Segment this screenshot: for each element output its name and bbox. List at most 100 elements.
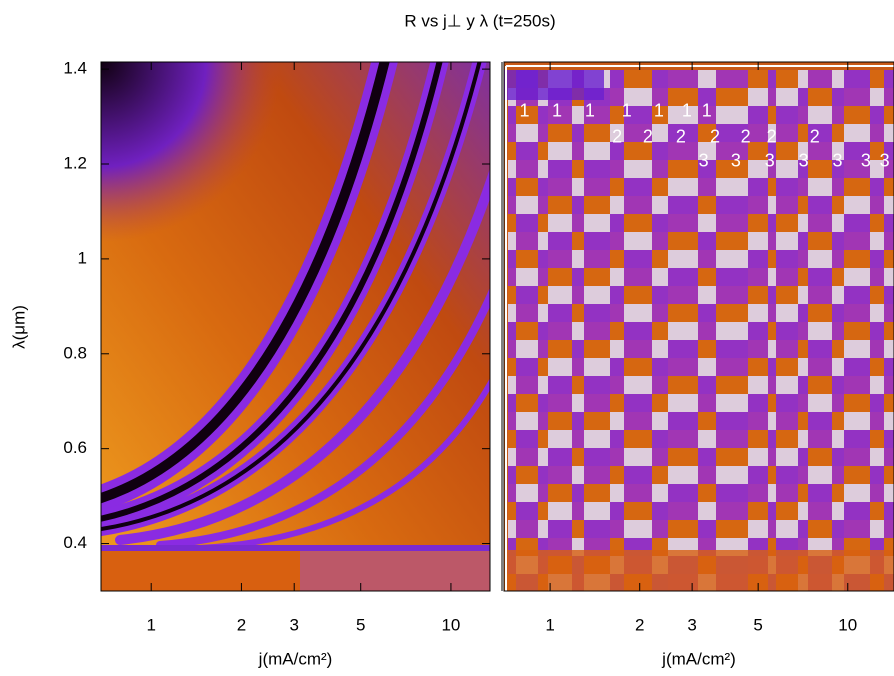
heatmap-cell xyxy=(748,160,768,178)
heatmap-cell xyxy=(548,322,572,340)
heatmap-cell xyxy=(716,178,748,196)
heatmap-cell xyxy=(698,502,716,520)
heatmap-cell xyxy=(798,466,808,484)
heatmap-cell xyxy=(870,412,884,430)
heatmap-cell xyxy=(610,502,624,520)
heatmap-cell xyxy=(572,268,584,286)
heatmap-cell xyxy=(768,484,776,502)
heatmap-cell xyxy=(584,160,610,178)
heatmap-cell xyxy=(516,268,538,286)
heatmap-cell xyxy=(624,322,652,340)
heatmap-cell xyxy=(516,106,538,124)
heatmap-cell xyxy=(748,340,768,358)
heatmap-cell xyxy=(548,286,572,304)
heatmap-cell xyxy=(652,250,668,268)
heatmap-cell xyxy=(698,196,716,214)
heatmap-cell xyxy=(844,466,870,484)
heatmap-cell xyxy=(798,232,808,250)
heatmap-cell xyxy=(698,232,716,250)
heatmap-cell xyxy=(884,484,894,502)
heatmap-cell xyxy=(798,520,808,538)
heatmap-cell xyxy=(698,142,716,160)
heatmap-cell xyxy=(716,412,748,430)
heatmap-cell xyxy=(610,466,624,484)
heatmap-cell xyxy=(668,322,698,340)
heatmap-cell xyxy=(668,160,698,178)
heatmap-cell xyxy=(776,250,798,268)
annotation: 1 xyxy=(622,101,632,121)
heatmap-cell xyxy=(584,484,610,502)
y-tick-label: 1 xyxy=(78,248,87,267)
heatmap-cell xyxy=(716,340,748,358)
heatmap-cell xyxy=(832,340,844,358)
heatmap-cell xyxy=(870,214,884,232)
annotation: 3 xyxy=(861,150,871,170)
heatmap-cell xyxy=(798,538,808,556)
heatmap-cell xyxy=(716,448,748,466)
heatmap-cell xyxy=(538,106,548,124)
heatmap-cell xyxy=(538,484,548,502)
heatmap-cell xyxy=(808,304,832,322)
heatmap-cell xyxy=(870,466,884,484)
heatmap-cell xyxy=(508,322,516,340)
annotation: 1 xyxy=(585,101,595,121)
heatmap-cell xyxy=(748,484,768,502)
heatmap-cell xyxy=(768,286,776,304)
heatmap-cell xyxy=(844,502,870,520)
heatmap-cell xyxy=(870,376,884,394)
heatmap-cell xyxy=(748,106,768,124)
heatmap-cell xyxy=(572,178,584,196)
heatmap-cell xyxy=(572,106,584,124)
heatmap-cell xyxy=(538,412,548,430)
x-tick-label: 2 xyxy=(635,615,644,634)
heatmap-cell xyxy=(508,304,516,322)
heatmap-cell xyxy=(548,520,572,538)
heatmap-cell xyxy=(584,358,610,376)
heatmap-cell xyxy=(808,196,832,214)
heatmap-cell xyxy=(870,232,884,250)
heatmap-cell xyxy=(698,286,716,304)
heatmap-cell xyxy=(844,178,870,196)
heatmap-cell xyxy=(870,484,884,502)
heatmap-cell xyxy=(548,196,572,214)
heatmap-cell xyxy=(610,376,624,394)
heatmap-cell xyxy=(610,448,624,466)
x-tick-label: 2 xyxy=(237,615,246,634)
heatmap-cell xyxy=(698,484,716,502)
heatmap-cell xyxy=(776,106,798,124)
heatmap-cell xyxy=(516,250,538,268)
heatmap-cell xyxy=(768,394,776,412)
heatmap-cell xyxy=(668,142,698,160)
heatmap-cell xyxy=(652,88,668,106)
heatmap-cell xyxy=(624,70,652,88)
heatmap-cell xyxy=(748,520,768,538)
x-tick-label: 3 xyxy=(289,615,298,634)
heatmap-cell xyxy=(844,124,870,142)
heatmap-cell xyxy=(584,394,610,412)
heatmap-cell xyxy=(548,250,572,268)
heatmap-cell xyxy=(698,88,716,106)
heatmap-cell xyxy=(776,178,798,196)
heatmap-cell xyxy=(716,484,748,502)
heatmap-cell xyxy=(832,286,844,304)
heatmap-cell xyxy=(624,268,652,286)
heatmap-cell xyxy=(508,466,516,484)
heatmap-cell xyxy=(798,268,808,286)
heatmap-cell xyxy=(748,376,768,394)
heatmap-cell xyxy=(516,394,538,412)
heatmap-cell xyxy=(798,196,808,214)
heatmap-cell xyxy=(884,178,894,196)
heatmap-cell xyxy=(508,340,516,358)
heatmap-cell xyxy=(716,394,748,412)
heatmap-cell xyxy=(538,196,548,214)
heatmap-cell xyxy=(548,358,572,376)
heatmap-cell xyxy=(652,304,668,322)
heatmap-cell xyxy=(776,412,798,430)
heatmap-cell xyxy=(508,250,516,268)
heatmap-cell xyxy=(698,322,716,340)
heatmap-cell xyxy=(808,502,832,520)
annotation: 3 xyxy=(833,150,843,170)
heatmap-cell xyxy=(572,412,584,430)
heatmap-cell xyxy=(572,466,584,484)
heatmap-cell xyxy=(716,142,748,160)
